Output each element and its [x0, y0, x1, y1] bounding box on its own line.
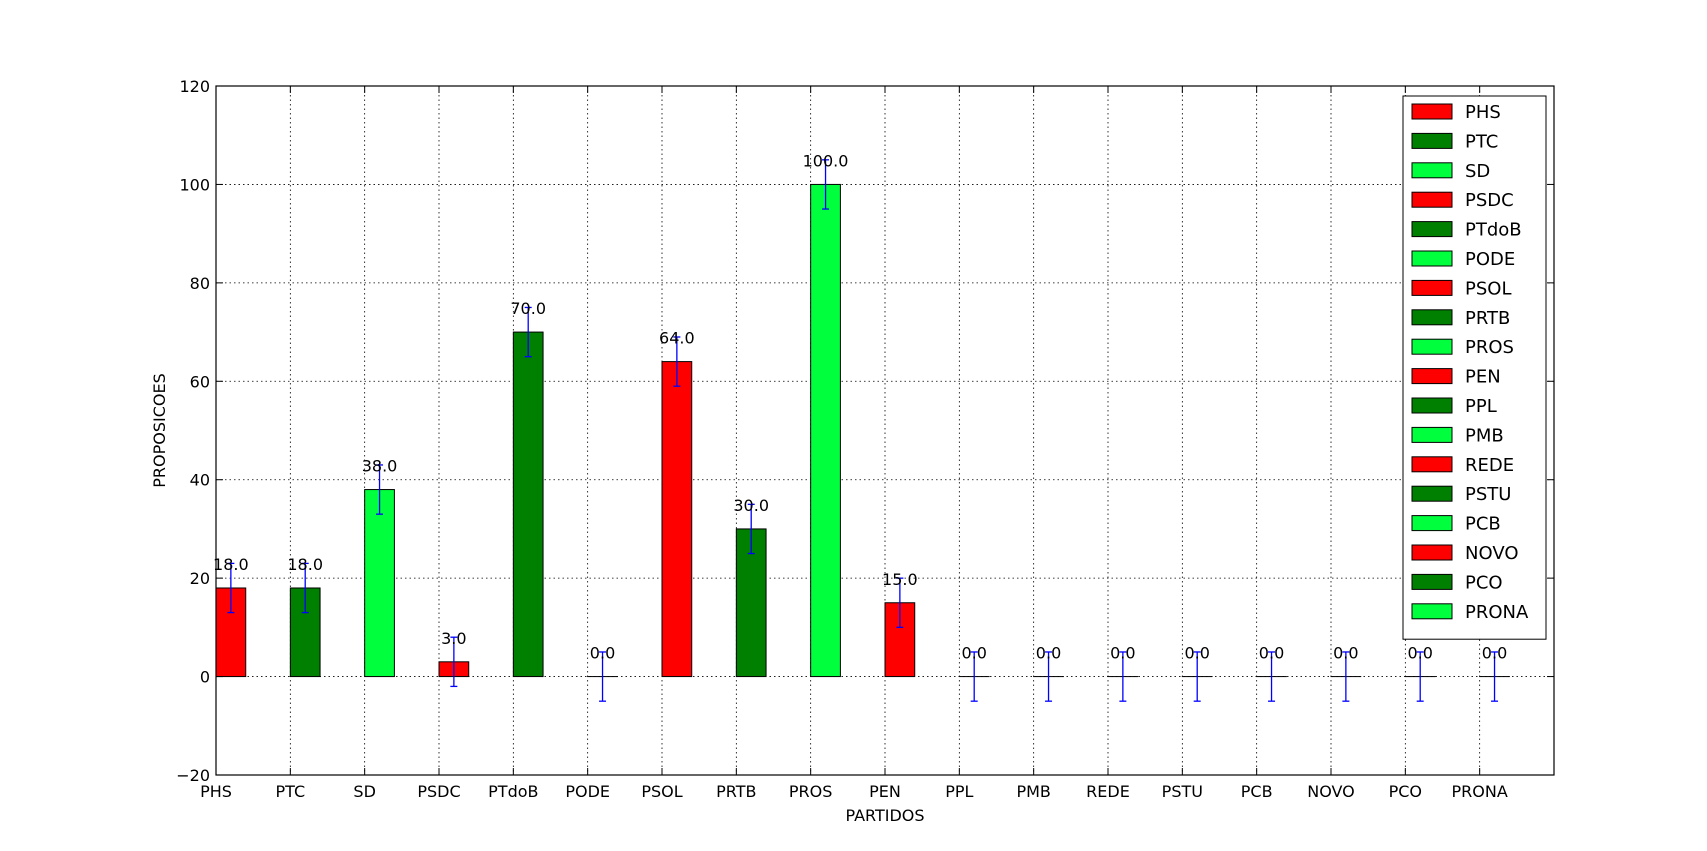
y-tick-label: 120	[179, 77, 210, 96]
bars	[215, 183, 1510, 678]
bar-value-label: 18.0	[213, 555, 249, 574]
legend-label: NOVO	[1465, 543, 1518, 564]
y-tick-label: 40	[190, 471, 210, 490]
legend-label: PSOL	[1465, 278, 1511, 299]
y-tick-label: 80	[190, 274, 210, 293]
bar-value-labels: 18.0 18.0 38.0 3.0 70.0 0.0 64.0 30.0 100.0 15.0 0…	[213, 151, 1507, 662]
x-tick-label: PROS	[789, 782, 833, 801]
bar-value-label: 0.0	[1482, 644, 1507, 663]
x-tick-label: PSOL	[641, 782, 682, 801]
legend-label: PCO	[1465, 572, 1503, 593]
legend-swatch	[1411, 368, 1453, 385]
x-tick-label: PEN	[869, 782, 901, 801]
x-tick-label: PRTB	[716, 782, 756, 801]
bar-value-label: 0.0	[1036, 644, 1061, 663]
bar-value-label: 18.0	[287, 555, 323, 574]
legend-swatch	[1411, 309, 1453, 326]
legend-swatch	[1411, 485, 1453, 502]
bar-value-label: 3.0	[441, 629, 466, 648]
x-tick-label: PHS	[200, 782, 232, 801]
bar-value-label: 0.0	[1259, 644, 1284, 663]
legend-label: REDE	[1465, 455, 1514, 476]
legend-swatch	[1411, 426, 1453, 443]
legend-label: SD	[1465, 161, 1490, 182]
x-tick-label: PSDC	[417, 782, 460, 801]
bar-value-label: 38.0	[362, 457, 398, 476]
legend-swatch	[1411, 250, 1453, 267]
y-tick-label: 100	[179, 175, 210, 194]
bar-value-label: 15.0	[882, 570, 918, 589]
bar-value-label: 0.0	[1110, 644, 1135, 663]
legend-label: PRTB	[1465, 308, 1510, 329]
legend-swatch	[1411, 221, 1453, 238]
x-tick-label: PSTU	[1162, 782, 1203, 801]
bar	[364, 489, 395, 678]
x-tick-label: NOVO	[1307, 782, 1355, 801]
legend-label: PROS	[1465, 337, 1514, 358]
bar-value-label: 0.0	[590, 644, 615, 663]
legend: PHS PTC SD PSDC PTdoB PODE PSOL PRTB PROS PEN PPL P…	[1402, 95, 1547, 640]
x-axis-ticks: PHS PTC SD PSDC PTdoB PODE PSOL PRTB PROS PEN PPL P…	[200, 86, 1508, 801]
y-tick-label: 60	[190, 372, 210, 391]
legend-swatch	[1411, 338, 1453, 355]
legend-swatch	[1411, 456, 1453, 473]
bar-value-label: 30.0	[733, 496, 769, 515]
bar-value-label: 0.0	[961, 644, 986, 663]
x-tick-label: PTdoB	[488, 782, 538, 801]
legend-label: PRONA	[1465, 602, 1529, 623]
legend-swatch	[1411, 279, 1453, 296]
legend-swatch	[1411, 544, 1453, 561]
legend-swatch	[1411, 573, 1453, 590]
bar-value-label: 0.0	[1184, 644, 1209, 663]
legend-label: PPL	[1465, 396, 1497, 417]
legend-label: PTC	[1465, 131, 1498, 152]
legend-label: PSDC	[1465, 190, 1514, 211]
legend-swatch	[1411, 132, 1453, 149]
error-bars	[227, 159, 1499, 702]
x-tick-label: PCO	[1389, 782, 1422, 801]
y-tick-label: 20	[190, 569, 210, 588]
legend-swatch	[1411, 162, 1453, 179]
y-tick-label: −20	[176, 766, 210, 785]
legend-label: PTdoB	[1465, 220, 1522, 241]
x-tick-label: PODE	[565, 782, 610, 801]
x-tick-label: PMB	[1016, 782, 1050, 801]
bar	[512, 331, 544, 678]
bar-value-label: 0.0	[1407, 644, 1432, 663]
legend-label: PODE	[1465, 249, 1515, 270]
bar-value-label: 70.0	[510, 299, 546, 318]
y-axis-ticks: −20 0 20 40 60 80 100 120	[176, 77, 1554, 785]
legend-label: PHS	[1465, 102, 1501, 123]
bar-value-label: 100.0	[803, 151, 849, 170]
y-axis-label: PROPOSICOES	[150, 373, 169, 488]
x-tick-label: PCB	[1241, 782, 1273, 801]
bar	[661, 361, 693, 678]
legend-label: PSTU	[1465, 484, 1511, 505]
legend-swatch	[1411, 515, 1453, 532]
y-tick-label: 0	[200, 668, 210, 687]
bar-value-label: 0.0	[1333, 644, 1358, 663]
x-axis-label: PARTIDOS	[845, 806, 924, 825]
bar-value-label: 64.0	[659, 329, 695, 348]
legend-swatch	[1411, 397, 1453, 414]
x-tick-label: PRONA	[1452, 782, 1508, 801]
x-tick-label: REDE	[1086, 782, 1130, 801]
legend-swatch	[1411, 103, 1453, 120]
legend-swatch	[1411, 603, 1453, 620]
x-tick-label: PPL	[945, 782, 973, 801]
x-tick-label: PTC	[276, 782, 306, 801]
legend-label: PEN	[1465, 367, 1501, 388]
legend-label: PCB	[1465, 514, 1501, 535]
legend-label: PMB	[1465, 425, 1504, 446]
bar	[810, 183, 841, 678]
legend-swatch	[1411, 191, 1453, 208]
x-tick-label: SD	[353, 782, 375, 801]
